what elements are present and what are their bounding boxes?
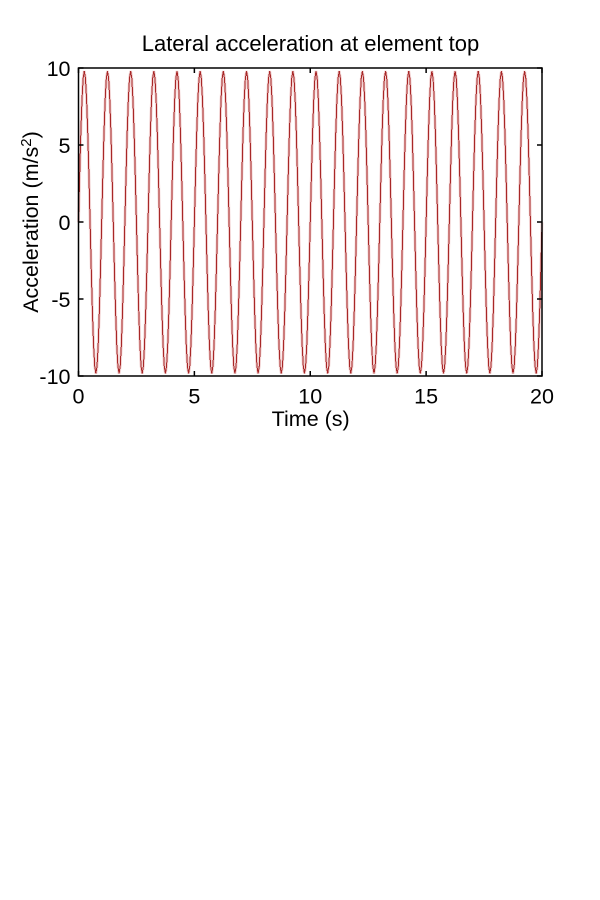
svg-text:Acceleration (m/s2): Acceleration (m/s2) <box>18 131 43 313</box>
svg-text:Time (s): Time (s) <box>272 407 350 431</box>
svg-text:Lateral acceleration at elemen: Lateral acceleration at element top <box>142 31 480 56</box>
svg-text:10: 10 <box>298 385 322 409</box>
svg-text:20: 20 <box>530 385 554 409</box>
svg-text:10: 10 <box>47 57 71 81</box>
svg-text:-10: -10 <box>39 365 70 389</box>
svg-text:5: 5 <box>188 385 200 409</box>
svg-text:0: 0 <box>73 385 85 409</box>
svg-text:5: 5 <box>59 134 71 158</box>
svg-text:-5: -5 <box>51 288 70 312</box>
svg-text:0: 0 <box>59 211 71 235</box>
svg-text:15: 15 <box>414 385 438 409</box>
